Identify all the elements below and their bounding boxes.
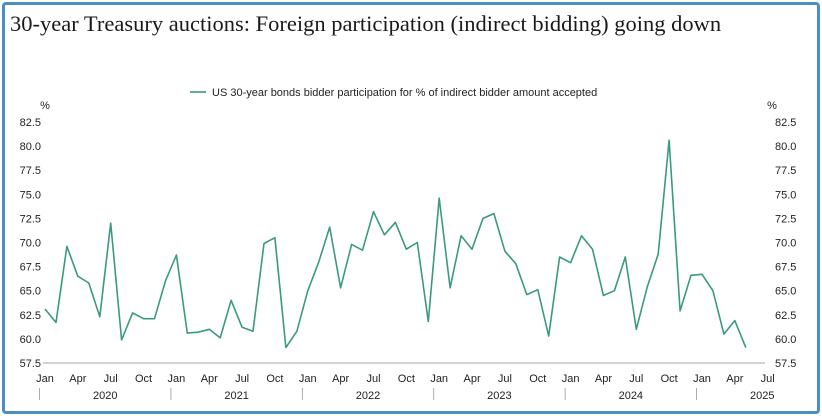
y-tick-label-left: 72.5 xyxy=(20,213,41,225)
y-tick-label-right: 82.5 xyxy=(775,117,796,129)
plot-area xyxy=(44,139,747,349)
chart-legend: US 30-year bonds bidder participation fo… xyxy=(190,87,597,99)
y-tick-label-right: 60.0 xyxy=(775,334,796,346)
y-tick-label-left: 77.5 xyxy=(20,165,41,177)
y-tick-label-right: 75.0 xyxy=(775,189,796,201)
y-tick-label-right: 65.0 xyxy=(775,286,796,298)
x-tick-label: Jan xyxy=(562,373,580,385)
chart-title: 30-year Treasury auctions: Foreign parti… xyxy=(10,11,722,36)
x-tick-label: Jul xyxy=(761,373,775,385)
x-year-label: 2025 xyxy=(750,390,774,402)
y-tick-label-left: 67.5 xyxy=(20,262,41,274)
x-tick-label: Jan xyxy=(299,373,317,385)
x-tick-label: Oct xyxy=(398,373,415,385)
y-tick-label-right: 77.5 xyxy=(775,165,796,177)
x-tick-label: Apr xyxy=(69,373,86,385)
x-year-label: 2024 xyxy=(619,390,643,402)
y-tick-label-right: 72.5 xyxy=(775,213,796,225)
x-tick-label: Apr xyxy=(463,373,480,385)
x-year-label: 2022 xyxy=(356,390,380,402)
y-tick-label-left: 75.0 xyxy=(20,189,41,201)
y-tick-label-left: 57.5 xyxy=(20,358,41,370)
x-tick-label: Jan xyxy=(430,373,448,385)
y-tick-label-left: 60.0 xyxy=(20,334,41,346)
x-tick-label: Jul xyxy=(498,373,512,385)
y-tick-label-left: 82.5 xyxy=(20,117,41,129)
y-tick-label-right: 57.5 xyxy=(775,358,796,370)
x-tick-label: Oct xyxy=(661,373,678,385)
right-axis-unit: % xyxy=(767,100,777,112)
x-tick-label: Jul xyxy=(235,373,249,385)
y-tick-label-left: 70.0 xyxy=(20,238,41,250)
x-tick-label: Jan xyxy=(168,373,186,385)
x-year-label: 2021 xyxy=(224,390,248,402)
y-tick-label-right: 70.0 xyxy=(775,238,796,250)
x-tick-label: Jan xyxy=(36,373,54,385)
x-tick-label: Apr xyxy=(726,373,743,385)
y-tick-label-left: 62.5 xyxy=(20,310,41,322)
x-tick-label: Jan xyxy=(693,373,711,385)
x-tick-label: Apr xyxy=(201,373,218,385)
y-tick-label-right: 67.5 xyxy=(775,262,796,274)
x-tick-label: Apr xyxy=(332,373,349,385)
left-axis-unit: % xyxy=(40,100,50,112)
x-tick-label: Oct xyxy=(529,373,546,385)
x-tick-label: Oct xyxy=(266,373,283,385)
x-tick-label: Jul xyxy=(104,373,118,385)
x-tick-label: Apr xyxy=(595,373,612,385)
x-tick-label: Jul xyxy=(366,373,380,385)
chart-axes: 57.5 57.5 60.0 60.0 62.5 62.5 65.0 65.0 67.5 67.5… xyxy=(20,117,797,402)
y-tick-label-left: 80.0 xyxy=(20,141,41,153)
y-tick-label-right: 80.0 xyxy=(775,141,796,153)
x-year-label: 2020 xyxy=(93,390,117,402)
y-tick-label-left: 65.0 xyxy=(20,286,41,298)
x-tick-label: Jul xyxy=(629,373,643,385)
x-tick-label: Oct xyxy=(135,373,152,385)
series-line xyxy=(44,139,747,349)
legend-label: US 30-year bonds bidder participation fo… xyxy=(212,87,597,99)
x-year-label: 2023 xyxy=(487,390,511,402)
y-tick-label-right: 62.5 xyxy=(775,310,796,322)
